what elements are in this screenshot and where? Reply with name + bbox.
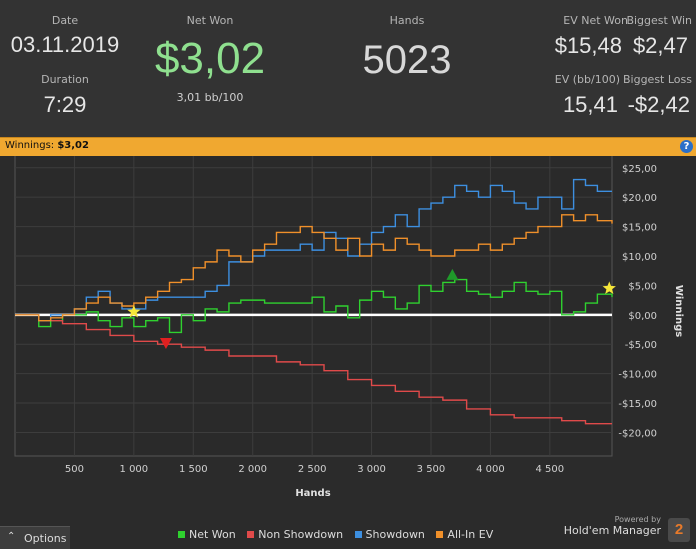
biggest-win-value: $2,47 [632, 33, 688, 58]
legend-item[interactable]: Showdown [354, 528, 425, 541]
product-name: Hold'em Manager [563, 524, 661, 537]
winnings-title-label: Winnings: [5, 140, 58, 151]
y-tick-label: $15,00 [622, 223, 657, 234]
series-line-non-showdown [15, 314, 612, 425]
help-icon[interactable]: ? [680, 140, 693, 153]
ev-net-won-label: EV Net Won [563, 14, 628, 27]
legend-label: Non Showdown [258, 528, 344, 541]
hands-label: Hands [389, 14, 425, 27]
ev-net-won-value: $15,48 [554, 33, 622, 58]
triangle-down-marker [159, 338, 172, 350]
hm2-logo: 2 [668, 518, 690, 542]
chevron-up-icon: ⌃ [7, 531, 16, 542]
duration-value: 7:29 [43, 92, 87, 117]
options-button[interactable]: ⌃ Options [0, 526, 70, 549]
y-tick-label: -$5,00 [625, 340, 657, 351]
session-summary-panel: Date 03.11.2019 Duration 7:29 Net Won $3… [0, 0, 696, 137]
winnings-graph: $25,00 $20,00 $15,00 $10,00 $5,00 $0,00 -$5,00… [0, 145, 696, 526]
x-tick-label: 2 500 [298, 464, 327, 475]
x-axis-label: Hands [295, 488, 330, 499]
grid-lines [15, 156, 612, 456]
y-axis-label: Winnings [673, 285, 684, 337]
date-label: Date [51, 14, 79, 27]
y-tick-label: $20,00 [622, 193, 657, 204]
y-tick-label: $25,00 [622, 164, 657, 175]
winnings-title-value: $3,02 [57, 140, 89, 151]
legend-label: All-In EV [447, 528, 494, 541]
net-won-value: $3,02 [154, 34, 266, 83]
duration-label: Duration [41, 73, 89, 86]
footer: ⌃ Options Net Won Non Showdown Showdown … [0, 515, 696, 549]
x-tick-label: 3 000 [357, 464, 386, 475]
y-tick-label: $5,00 [628, 281, 657, 292]
x-tick-label: 4 500 [536, 464, 565, 475]
legend-swatch [354, 531, 362, 538]
legend-item[interactable]: All-In EV [436, 528, 493, 541]
biggest-win-label: Biggest Win [626, 14, 692, 27]
legend-item[interactable]: Non Showdown [247, 528, 343, 541]
y-tick-label: -$20,00 [618, 428, 657, 439]
legend-swatch [436, 531, 444, 538]
x-tick-label: 500 [65, 464, 84, 475]
x-tick-label: 3 500 [417, 464, 446, 475]
legend-label: Net Won [189, 528, 236, 541]
legend-item[interactable]: Net Won [178, 528, 236, 541]
tick-labels: $25,00 $20,00 $15,00 $10,00 $5,00 $0,00 -$5,00… [65, 164, 657, 475]
legend-swatch [178, 531, 185, 538]
series-line-all-in-ev [15, 214, 613, 322]
star-marker [127, 304, 141, 318]
biggest-loss-label: Biggest Loss [622, 73, 692, 86]
hands-value: 5023 [362, 38, 452, 82]
brand-block: Powered by Hold'em Manager [564, 515, 661, 537]
y-tick-label: -$10,00 [618, 370, 657, 381]
chart-markers [127, 268, 616, 350]
legend-label: Showdown [365, 528, 425, 541]
options-label: Options [24, 532, 67, 545]
y-tick-label: -$15,00 [618, 399, 657, 410]
winnings-chart-svg: $25,00 $20,00 $15,00 $10,00 $5,00 $0,00 -$5,00… [14, 145, 684, 499]
powered-by-text: Powered by [614, 515, 661, 524]
biggest-loss-value: -$2,42 [627, 92, 690, 117]
ev-bb-value: 15,41 [562, 92, 618, 117]
x-tick-label: 2 000 [238, 464, 267, 475]
x-tick-label: 1 000 [120, 464, 149, 475]
triangle-up-marker [446, 268, 459, 280]
series-line-net-won [15, 278, 613, 334]
x-tick-label: 4 000 [476, 464, 505, 475]
chart-legend: Net Won Non Showdown Showdown All-In EV [178, 528, 501, 541]
y-tick-label: $10,00 [622, 252, 657, 263]
net-won-bb-per-100: 3,01 bb/100 [176, 91, 244, 104]
x-tick-label: 1 500 [179, 464, 208, 475]
star-marker [602, 281, 616, 294]
ev-bb-label: EV (bb/100) [554, 73, 620, 86]
winnings-title: Winnings: $3,02 [5, 140, 89, 151]
winnings-title-bar: Winnings: $3,02 ? [0, 137, 696, 156]
y-tick-label: $0,00 [628, 311, 657, 322]
net-won-label: Net Won [186, 14, 234, 27]
legend-swatch [247, 531, 255, 538]
plot-area [14, 145, 613, 457]
series-lines [15, 178, 613, 425]
date-value: 03.11.2019 [10, 32, 120, 57]
